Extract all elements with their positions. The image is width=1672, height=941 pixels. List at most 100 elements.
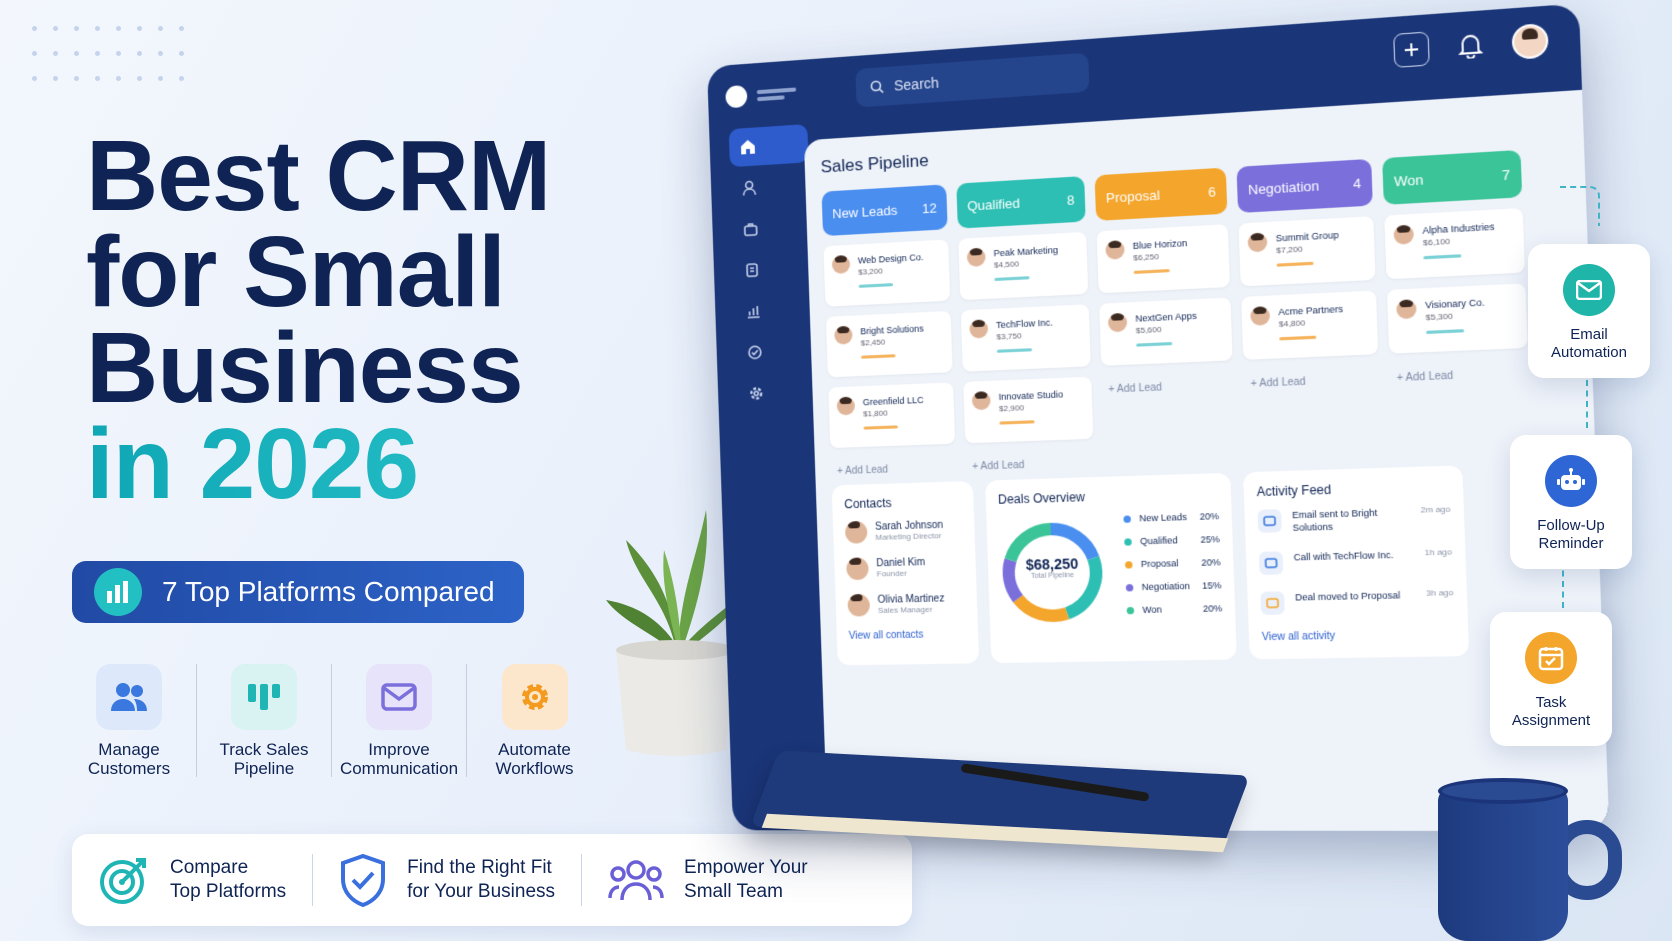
activity-item[interactable]: Email sent to Bright Solutions 2m ago [1257,504,1451,535]
add-lead-button[interactable]: + Add Lead [1390,359,1529,385]
benefit-empower: Empower Your Small Team [582,854,834,906]
sidebar-item-settings[interactable] [737,374,776,414]
sidebar-item-reports[interactable] [734,291,773,331]
search-input[interactable]: Search [855,53,1089,108]
deal-card[interactable]: Greenfield LLC $1,800 [828,382,955,448]
avatar [846,557,869,580]
avatar [832,255,851,274]
team-icon [608,858,664,902]
pipeline-column-header[interactable]: Proposal 6 [1095,168,1228,221]
sidebar-item-deals[interactable] [731,209,770,249]
contact-name: Olivia Martinez [877,593,944,606]
decorative-dots [32,26,200,81]
avatar [1250,306,1270,326]
deal-value: $4,800 [1279,315,1344,331]
feature-label: Automate Workflows [467,740,602,778]
deal-progress-bar [864,425,898,429]
column-count: 7 [1502,166,1511,183]
contact-name: Daniel Kim [876,557,925,569]
plus-icon [1403,42,1419,58]
coffee-mug-illustration [1438,787,1568,941]
connector-line [1560,186,1600,226]
activity-item[interactable]: Call with TechFlow Inc. 1h ago [1259,547,1453,575]
activity-item[interactable]: Deal moved to Proposal 3h ago [1260,588,1454,615]
sidebar-item-documents[interactable] [733,250,772,290]
deal-value: $3,750 [996,329,1053,344]
deal-card[interactable]: Visionary Co. $5,300 [1387,283,1528,353]
legend-item: Negotiation 15% [1126,580,1222,592]
legend-swatch [1125,561,1133,568]
add-lead-button[interactable]: + Add Lead [831,454,956,477]
add-lead-button[interactable]: + Add Lead [1244,365,1380,391]
deal-progress-bar [997,348,1032,353]
deal-card[interactable]: Web Design Co. $3,200 [823,239,950,306]
contact-row[interactable]: Daniel Kim Founder [846,555,964,580]
benefit-line-2: Small Team [684,880,808,904]
legend-swatch [1127,606,1135,613]
view-all-activity-link[interactable]: View all activity [1262,628,1455,643]
crm-dashboard: Search Sales Pipeline New Leads 12 Web Des… [707,3,1609,831]
contact-role: Founder [877,568,926,578]
deal-card[interactable]: Peak Marketing $4,500 [958,232,1088,300]
pipeline-column: New Leads 12 Web Design Co. $3,200 Bright So… [822,184,957,477]
contact-row[interactable]: Olivia Martinez Sales Manager [847,592,965,617]
legend-swatch [1126,584,1134,591]
legend-item: Qualified 25% [1124,534,1220,547]
add-lead-button[interactable]: + Add Lead [1102,371,1234,396]
deal-value: $1,800 [863,406,924,421]
deal-card[interactable]: Acme Partners $4,800 [1241,290,1378,359]
pipeline-column: Won 7 Alpha Industries $6,100 Visionary Co. $… [1382,150,1532,459]
deal-value: $6,100 [1423,233,1496,250]
contact-row[interactable]: Sarah Johnson Marketing Director [845,518,963,544]
deals-title: Deals Overview [998,486,1219,507]
pipeline-column: Proposal 6 Blue Horizon $6,250 NextGen Apps $… [1095,168,1237,469]
deal-progress-bar [1277,262,1314,267]
mail-icon [1257,509,1282,533]
chart-icon [745,303,761,320]
bar-chart-icon [94,568,142,616]
pipeline-column-header[interactable]: New Leads 12 [822,184,948,236]
contact-role: Sales Manager [878,605,945,615]
benefit-line-1: Compare [170,856,286,880]
headline: Best CRM for Small Business in 2026 [86,128,550,512]
sidebar-item-contacts[interactable] [730,168,769,208]
view-all-contacts-link[interactable]: View all contacts [849,629,966,642]
dashboard-main: Sales Pipeline New Leads 12 Web Design Co.… [804,89,1609,831]
legend-item: Proposal 20% [1125,557,1221,570]
deal-progress-bar [861,354,895,359]
feature-list: Manage Customers Track Sales Pipeline Im… [62,664,602,777]
menu-icon[interactable] [757,84,797,104]
sidebar-item-tasks[interactable] [736,332,775,372]
deal-value: $5,600 [1136,322,1198,337]
pipeline-column-header[interactable]: Won 7 [1382,150,1522,205]
feature-manage-customers: Manage Customers [62,664,197,777]
deal-card[interactable]: TechFlow Inc. $3,750 [961,304,1091,371]
activity-feed-panel: Activity Feed Email sent to Bright Solut… [1243,465,1469,659]
deal-card[interactable]: Innovate Studio $2,900 [963,377,1093,444]
user-avatar[interactable] [1511,23,1548,60]
add-lead-button[interactable]: + Add Lead [966,449,1095,473]
donut-slice [1018,598,1067,617]
pipeline-column: Qualified 8 Peak Marketing $4,500 TechFlow I… [956,176,1094,473]
deal-card[interactable]: Bright Solutions $2,450 [826,311,953,378]
deal-card[interactable]: Blue Horizon $6,250 [1097,224,1230,293]
briefcase-icon [743,221,759,238]
add-button[interactable] [1393,31,1430,68]
bell-icon[interactable] [1458,32,1484,59]
platforms-badge: 7 Top Platforms Compared [72,561,524,623]
legend-pct: 20% [1201,557,1221,568]
activity-time: 3h ago [1426,588,1454,598]
robot-icon [1545,455,1597,507]
column-name: Won [1394,171,1424,189]
pipeline-column-header[interactable]: Qualified 8 [956,176,1085,229]
sidebar-item-home[interactable] [729,124,809,167]
deal-name: Innovate Studio [998,388,1063,403]
deal-card[interactable]: Summit Group $7,200 [1238,216,1375,286]
mug-rim [1438,778,1568,804]
deal-card[interactable]: Alpha Industries $6,100 [1384,208,1525,279]
float-card-task-assignment: Task Assignment [1490,612,1612,746]
legend-label: Won [1142,604,1162,615]
deal-card[interactable]: NextGen Apps $5,600 [1099,297,1233,365]
pipeline-column-header[interactable]: Negotiation 4 [1236,159,1372,213]
mail-icon [1563,264,1615,316]
